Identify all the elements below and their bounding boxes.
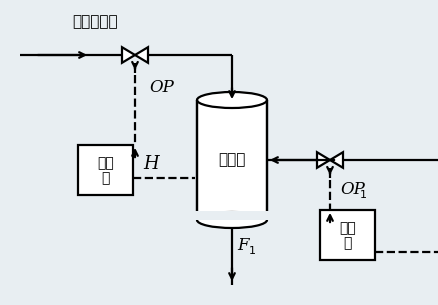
- Text: 液位控制阀: 液位控制阀: [72, 15, 117, 30]
- Text: 控制: 控制: [338, 221, 355, 235]
- Ellipse shape: [197, 212, 266, 228]
- Bar: [78, 145, 133, 195]
- Polygon shape: [329, 152, 342, 168]
- Text: 器: 器: [343, 236, 351, 250]
- Polygon shape: [316, 152, 329, 168]
- Text: 器: 器: [101, 171, 110, 185]
- Text: 1: 1: [248, 246, 255, 256]
- Bar: [197, 100, 266, 220]
- Polygon shape: [135, 47, 148, 63]
- Ellipse shape: [197, 92, 266, 108]
- Text: OP: OP: [339, 181, 364, 199]
- Text: F: F: [237, 238, 248, 254]
- Polygon shape: [122, 47, 135, 63]
- Text: 反应器: 反应器: [218, 152, 245, 167]
- Text: OP: OP: [148, 78, 173, 95]
- Bar: [319, 210, 374, 260]
- Bar: [194, 211, 268, 220]
- Text: 1: 1: [359, 190, 366, 200]
- Text: 控制: 控制: [97, 156, 113, 170]
- Text: H: H: [143, 155, 159, 173]
